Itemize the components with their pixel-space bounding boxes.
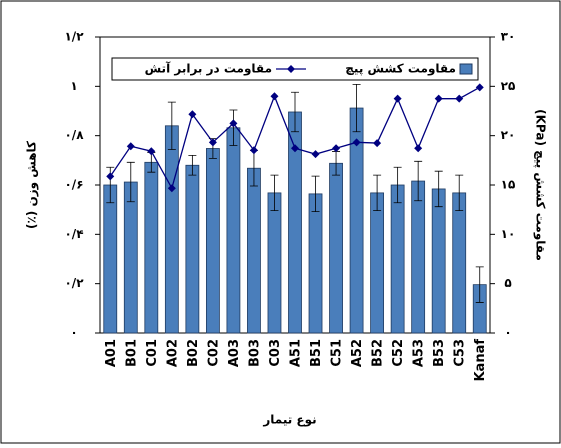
line-marker: [249, 146, 258, 155]
error-bar: [229, 109, 238, 146]
y-tick-label: ۱/۲: [64, 30, 84, 44]
line-marker: [106, 172, 115, 181]
error-bar: [311, 175, 320, 213]
bar: [185, 164, 200, 334]
line-marker: [208, 138, 217, 147]
bar: [390, 184, 405, 334]
line-marker: [352, 138, 361, 147]
error-bar: [414, 160, 423, 202]
error-bar: [393, 166, 402, 204]
x-tick-label: A03: [227, 339, 242, 367]
legend: مقاومت کشش پیچ مقاومت در برابر آتش: [111, 57, 479, 81]
y-tick-label: ۰/۸: [64, 128, 84, 142]
x-tick-label: A02: [165, 339, 180, 367]
y-tick-label: ۰/۴: [64, 227, 83, 241]
legend-label: مقاومت کشش پیچ: [345, 62, 456, 77]
x-tick-label: B52: [371, 339, 386, 367]
x-tick-label: A51: [289, 339, 304, 367]
x-tick-label: B01: [124, 339, 139, 367]
bar: [205, 148, 220, 334]
line-marker: [270, 92, 279, 101]
line-marker: [332, 144, 341, 153]
line-marker: [311, 150, 320, 159]
line-marker: [434, 94, 443, 103]
error-bar: [455, 174, 464, 212]
bar: [103, 184, 118, 334]
bar: [308, 193, 323, 334]
error-bar: [434, 170, 443, 208]
y-tick-label: ۱: [70, 79, 77, 93]
x-tick-label: A01: [104, 339, 119, 367]
bar: [144, 161, 159, 334]
x-tick-label: B03: [247, 339, 262, 367]
y2-tick-label: ۵: [504, 276, 511, 290]
x-tick-label: A53: [412, 339, 427, 367]
y2-tick-label: ۱۵: [501, 178, 516, 192]
y-tick-label: ۰/۶: [64, 178, 83, 192]
line-marker: [475, 83, 484, 92]
error-bar: [270, 174, 279, 212]
error-bar: [167, 101, 176, 150]
bar: [226, 127, 241, 334]
line-marker: [373, 139, 382, 148]
y2-tick-label: ۲۵: [501, 79, 516, 93]
x-tick-label: C51: [330, 339, 345, 367]
y-tick-label: ۰/۲: [64, 276, 84, 290]
bar: [247, 167, 261, 334]
line-marker: [414, 144, 423, 153]
error-bar: [126, 161, 135, 203]
y-axis-label: کاهش وزن (٪): [25, 141, 40, 229]
line-marker: [393, 94, 402, 103]
x-tick-label: C02: [206, 339, 221, 367]
line-marker: [188, 110, 197, 119]
x-tick-label: B51: [309, 339, 324, 367]
legend-marker: [287, 65, 295, 73]
error-bar: [352, 83, 361, 133]
x-tick-label: C03: [268, 339, 283, 367]
y2-tick-label: ۱۰: [501, 227, 516, 241]
x-tick-label: A52: [350, 339, 365, 367]
bar: [411, 180, 426, 334]
line-marker: [229, 119, 238, 128]
y-tick-label: ۰: [70, 326, 77, 340]
line-marker: [147, 147, 156, 156]
bar: [431, 188, 446, 334]
x-tick-label: B02: [186, 339, 201, 367]
bar: [370, 192, 385, 334]
x-tick-label: Kanaf: [473, 339, 488, 382]
y2-tick-label: ۳۰: [501, 30, 516, 44]
legend-label: مقاومت در برابر آتش: [145, 61, 272, 77]
error-bar: [188, 155, 197, 176]
bar: [123, 181, 138, 334]
x-tick-label: C53: [453, 339, 468, 367]
bar: [164, 125, 179, 334]
error-bar: [291, 91, 299, 133]
bar: [329, 162, 343, 334]
error-bar: [475, 266, 484, 303]
line-marker: [126, 142, 135, 151]
y2-axis-label: مقاومت کشش پیچ (KPa): [533, 109, 548, 261]
legend-swatch: [459, 63, 473, 75]
y2-tick-label: ۰: [504, 326, 511, 340]
error-bar: [373, 174, 382, 212]
x-tick-label: B53: [432, 339, 447, 367]
y2-tick-label: ۲۰: [501, 128, 516, 142]
x-tick-label: C52: [391, 339, 406, 367]
line-marker: [291, 144, 299, 153]
line-marker: [167, 184, 176, 193]
x-axis-label: نوع تیمار: [262, 413, 316, 428]
bar: [452, 192, 467, 334]
line-marker: [455, 94, 464, 103]
bar: [267, 192, 282, 334]
x-tick-label: C01: [145, 339, 160, 367]
